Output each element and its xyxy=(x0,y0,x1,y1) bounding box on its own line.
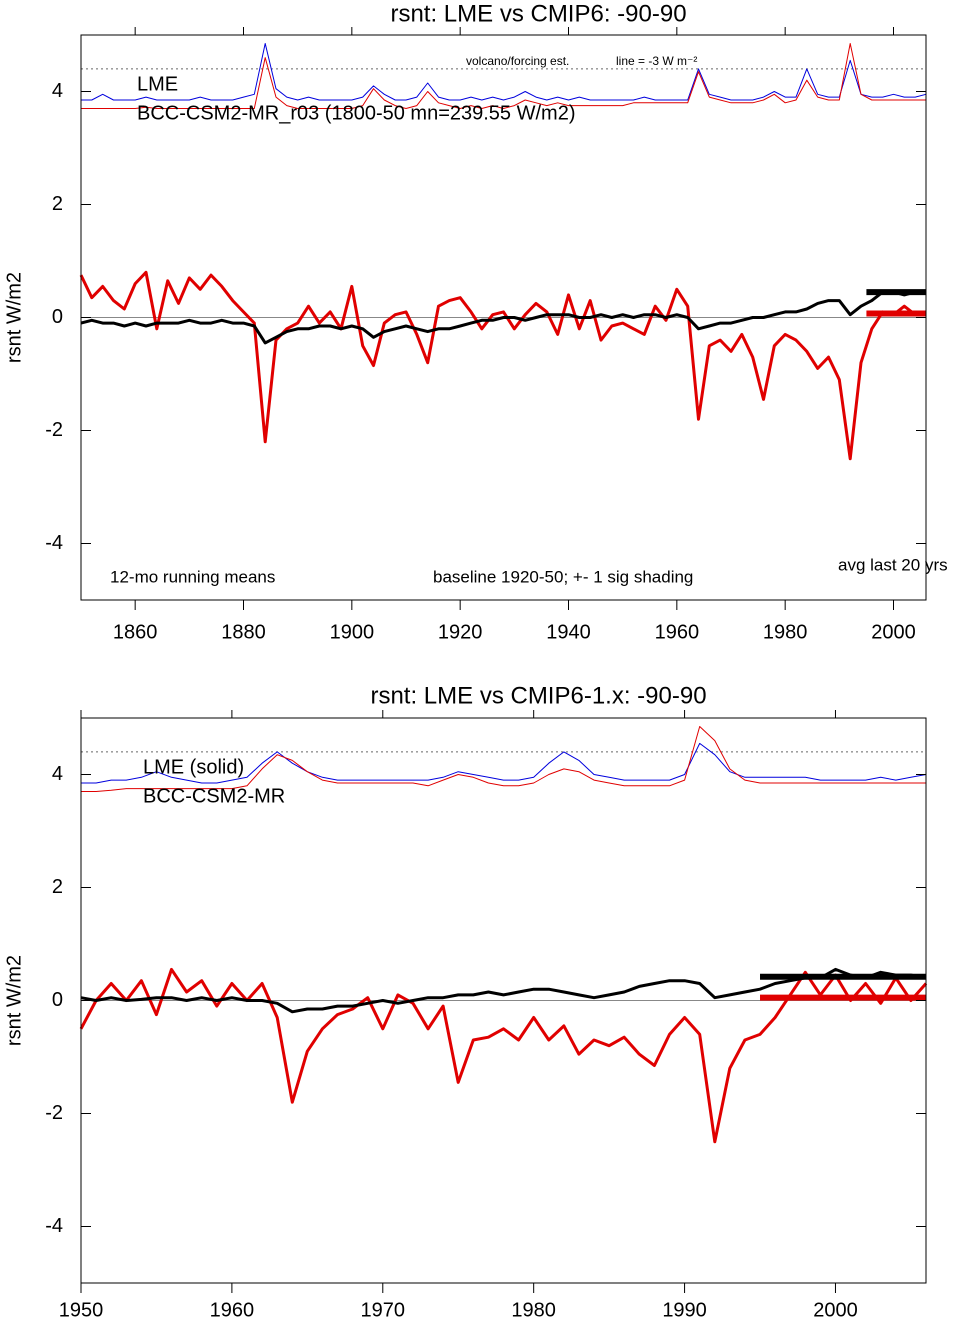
x-tick-label: 1990 xyxy=(662,1299,707,1321)
x-tick-label: 1940 xyxy=(546,621,591,643)
x-tick-label: 1980 xyxy=(763,621,808,643)
chart-title: rsnt: LME vs CMIP6: -90-90 xyxy=(390,0,686,27)
x-tick-label: 1970 xyxy=(361,1299,406,1321)
series-line xyxy=(80,967,927,1014)
x-tick-label: 1880 xyxy=(221,621,266,643)
series-line xyxy=(80,290,926,345)
y-tick-label: 0 xyxy=(52,306,63,328)
series-line xyxy=(81,726,926,792)
legend-entry: LME xyxy=(137,73,178,95)
y-tick-label: 4 xyxy=(52,80,63,102)
y-tick-label: -2 xyxy=(45,419,63,441)
series-line xyxy=(81,43,926,109)
x-tick-label: 2000 xyxy=(813,1299,858,1321)
x-tick-label: 1900 xyxy=(330,621,375,643)
x-tick-label: 1960 xyxy=(210,1299,255,1321)
annotation: avg last 20 yrs xyxy=(838,555,948,574)
annotation: baseline 1920-50; +- 1 sig shading xyxy=(433,567,693,586)
y-tick-label: 4 xyxy=(52,763,63,785)
series-line xyxy=(81,43,927,101)
x-tick-label: 1860 xyxy=(113,621,158,643)
x-tick-label: 1920 xyxy=(438,621,483,643)
y-tick-label: -2 xyxy=(45,1102,63,1124)
series-line xyxy=(81,742,927,784)
y-axis-label: rsnt W/m2 xyxy=(3,272,25,363)
series-line xyxy=(79,270,927,461)
legend-entry: LME (solid) xyxy=(143,756,244,778)
x-tick-label: 1980 xyxy=(511,1299,556,1321)
annotation: volcano/forcing est. xyxy=(466,54,569,68)
y-tick-label: -4 xyxy=(45,532,63,554)
annotation: 12-mo running means xyxy=(110,567,275,586)
y-tick-label: 2 xyxy=(52,876,63,898)
legend-entry: BCC-CSM2-MR_r03 (1800-50 mn=239.55 W/m2) xyxy=(137,102,576,124)
x-tick-label: 1950 xyxy=(59,1299,104,1321)
chart-title: rsnt: LME vs CMIP6-1.x: -90-90 xyxy=(370,682,706,709)
y-tick-label: 2 xyxy=(52,193,63,215)
legend-entry: BCC-CSM2-MR xyxy=(143,785,285,807)
x-tick-label: 1960 xyxy=(655,621,700,643)
y-tick-label: -4 xyxy=(45,1215,63,1237)
annotation: line = -3 W m⁻² xyxy=(616,54,697,68)
x-tick-label: 2000 xyxy=(871,621,916,643)
y-axis-label: rsnt W/m2 xyxy=(3,955,25,1046)
y-tick-label: 0 xyxy=(52,989,63,1011)
